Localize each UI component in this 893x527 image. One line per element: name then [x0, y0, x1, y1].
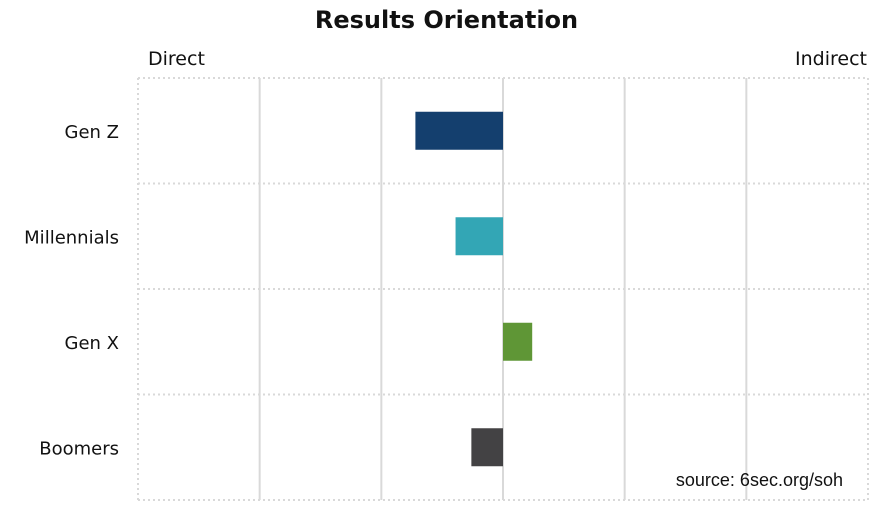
bar-millennials	[455, 217, 503, 256]
source-note: source: 6sec.org/soh	[675, 470, 843, 490]
bar-gen-x	[503, 322, 533, 361]
category-label-gen-x: Gen X	[65, 333, 119, 354]
bars	[415, 111, 533, 467]
scale-left-label: Direct	[148, 48, 205, 70]
category-label-gen-z: Gen Z	[65, 122, 119, 143]
bar-gen-z	[415, 111, 503, 150]
chart-title: Results Orientation	[314, 6, 579, 34]
category-labels: Gen Z Millennials Gen X Boomers	[24, 122, 119, 460]
bar-boomers	[471, 428, 503, 467]
horizontal-gridlines	[138, 77, 868, 501]
scale-right-label: Indirect	[795, 48, 867, 70]
category-label-boomers: Boomers	[39, 438, 119, 459]
category-label-millennials: Millennials	[24, 227, 119, 248]
